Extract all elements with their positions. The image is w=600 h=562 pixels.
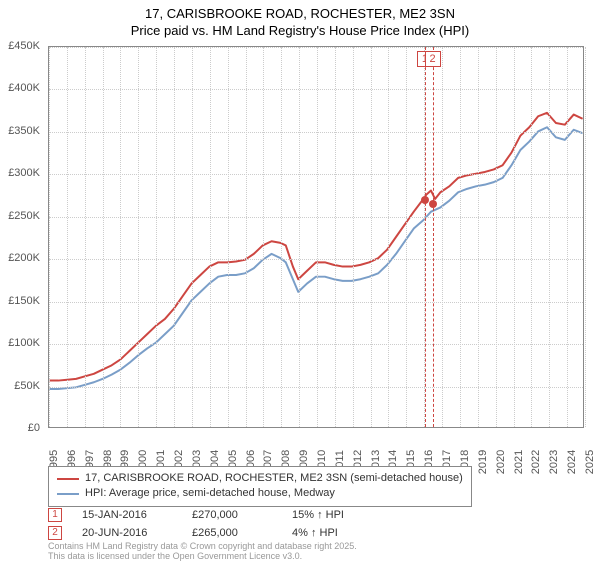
gridline-v xyxy=(192,47,193,427)
y-tick-label: £50K xyxy=(14,380,40,392)
gridline-v xyxy=(567,47,568,427)
marker-line xyxy=(425,47,426,427)
gridline-v xyxy=(335,47,336,427)
gridline-v xyxy=(85,47,86,427)
series-line-price_paid xyxy=(49,113,582,381)
sale-row: 2 20-JUN-2016 £265,000 4% ↑ HPI xyxy=(48,524,382,542)
x-tick-label: 2022 xyxy=(530,450,542,474)
y-tick-label: £400K xyxy=(8,82,40,94)
gridline-v xyxy=(514,47,515,427)
y-tick-label: £300K xyxy=(8,167,40,179)
gridline-h xyxy=(49,302,583,303)
title-address: 17, CARISBROOKE ROAD, ROCHESTER, ME2 3SN xyxy=(0,6,600,23)
legend-swatch xyxy=(57,478,79,480)
gridline-h xyxy=(49,344,583,345)
sale-price: £270,000 xyxy=(192,509,272,521)
attribution-line2: This data is licensed under the Open Gov… xyxy=(48,552,357,562)
gridline-h xyxy=(49,217,583,218)
sale-row: 1 15-JAN-2016 £270,000 15% ↑ HPI xyxy=(48,506,382,524)
legend-label: 17, CARISBROOKE ROAD, ROCHESTER, ME2 3SN… xyxy=(85,471,463,486)
legend-row: HPI: Average price, semi-detached house,… xyxy=(57,486,463,501)
sale-marker: 1 xyxy=(48,508,62,522)
gridline-h xyxy=(49,89,583,90)
gridline-v xyxy=(210,47,211,427)
gridline-v xyxy=(549,47,550,427)
chart-title: 17, CARISBROOKE ROAD, ROCHESTER, ME2 3SN… xyxy=(0,0,600,40)
legend-swatch xyxy=(57,493,79,495)
y-axis-labels: £0£50K£100K£150K£200K£250K£300K£350K£400… xyxy=(0,46,44,428)
gridline-v xyxy=(585,47,586,427)
gridline-v xyxy=(67,47,68,427)
gridline-v xyxy=(388,47,389,427)
sale-price: £265,000 xyxy=(192,527,272,539)
gridline-v xyxy=(353,47,354,427)
y-tick-label: £350K xyxy=(8,125,40,137)
gridline-v xyxy=(442,47,443,427)
gridline-h xyxy=(49,47,583,48)
sale-date: 15-JAN-2016 xyxy=(82,509,172,521)
gridline-h xyxy=(49,174,583,175)
legend-row: 17, CARISBROOKE ROAD, ROCHESTER, ME2 3SN… xyxy=(57,471,463,486)
x-tick-label: 2019 xyxy=(477,450,489,474)
gridline-v xyxy=(531,47,532,427)
legend: 17, CARISBROOKE ROAD, ROCHESTER, ME2 3SN… xyxy=(48,466,472,507)
x-tick-label: 2020 xyxy=(495,450,507,474)
gridline-v xyxy=(371,47,372,427)
y-tick-label: £100K xyxy=(8,337,40,349)
x-tick-label: 2021 xyxy=(513,450,525,474)
gridline-v xyxy=(496,47,497,427)
gridline-h xyxy=(49,259,583,260)
y-tick-label: £150K xyxy=(8,295,40,307)
gridline-v xyxy=(317,47,318,427)
gridline-v xyxy=(460,47,461,427)
gridline-v xyxy=(120,47,121,427)
y-tick-label: £450K xyxy=(8,40,40,52)
gridline-v xyxy=(103,47,104,427)
gridline-v xyxy=(281,47,282,427)
sale-pct: 15% ↑ HPI xyxy=(292,509,382,521)
sales-table: 1 15-JAN-2016 £270,000 15% ↑ HPI 2 20-JUN-201… xyxy=(48,506,382,542)
gridline-v xyxy=(174,47,175,427)
chart-lines xyxy=(49,47,583,427)
x-tick-label: 2025 xyxy=(584,450,596,474)
y-tick-label: £250K xyxy=(8,210,40,222)
gridline-v xyxy=(246,47,247,427)
y-tick-label: £0 xyxy=(28,422,40,434)
plot-area: 12 xyxy=(48,46,584,428)
title-subtitle: Price paid vs. HM Land Registry's House … xyxy=(0,23,600,40)
gridline-v xyxy=(406,47,407,427)
sale-marker: 2 xyxy=(48,526,62,540)
x-tick-label: 2023 xyxy=(548,450,560,474)
marker-line xyxy=(433,47,434,427)
marker-dot xyxy=(429,200,437,208)
gridline-v xyxy=(49,47,50,427)
gridline-v xyxy=(263,47,264,427)
sale-pct: 4% ↑ HPI xyxy=(292,527,382,539)
y-tick-label: £200K xyxy=(8,252,40,264)
chart-container: 17, CARISBROOKE ROAD, ROCHESTER, ME2 3SN… xyxy=(0,0,600,560)
gridline-v xyxy=(138,47,139,427)
gridline-v xyxy=(156,47,157,427)
attribution: Contains HM Land Registry data © Crown c… xyxy=(48,542,357,562)
gridline-v xyxy=(228,47,229,427)
gridline-v xyxy=(299,47,300,427)
legend-label: HPI: Average price, semi-detached house,… xyxy=(85,486,335,501)
sale-date: 20-JUN-2016 xyxy=(82,527,172,539)
gridline-v xyxy=(478,47,479,427)
x-tick-label: 2024 xyxy=(566,450,578,474)
gridline-h xyxy=(49,132,583,133)
gridline-h xyxy=(49,387,583,388)
marker-label: 2 xyxy=(425,51,441,67)
